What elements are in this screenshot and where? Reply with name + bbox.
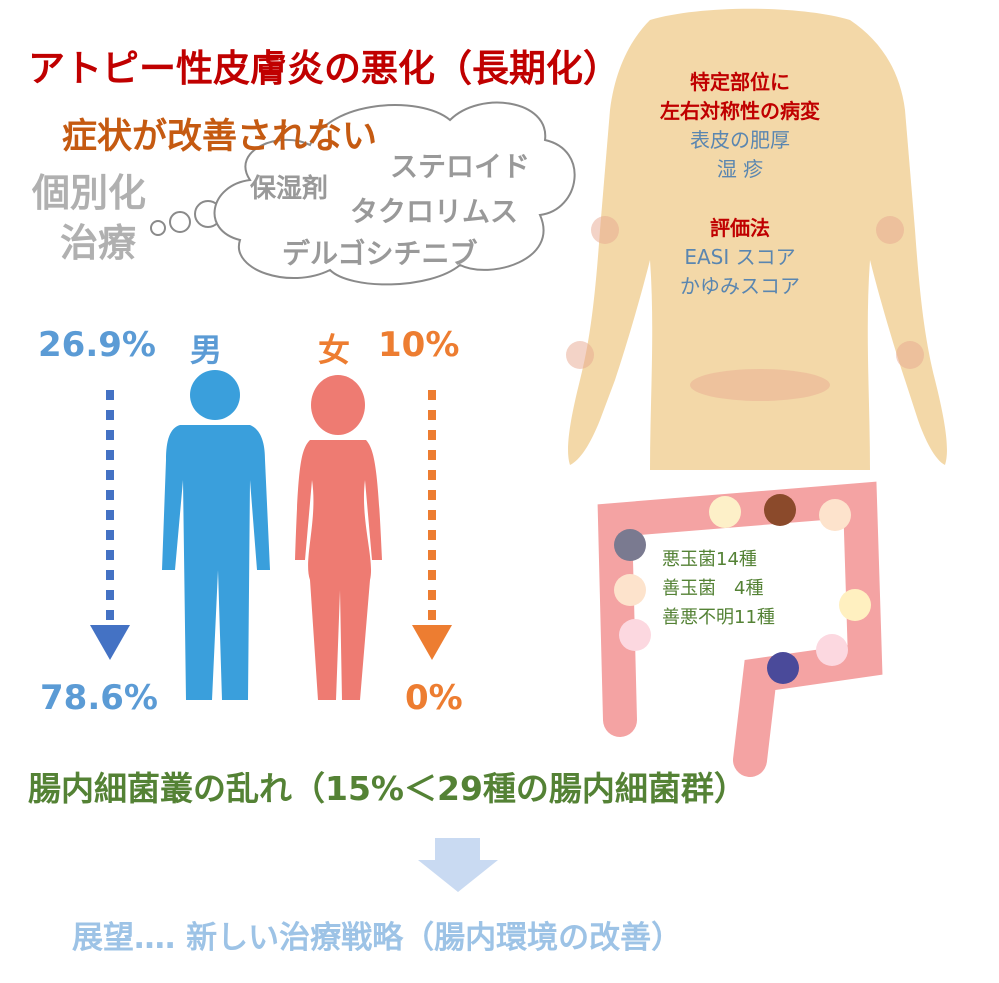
bad-bacteria: 悪玉菌14種: [662, 549, 757, 570]
personalized-treatment: 個別化 治療: [32, 168, 146, 268]
thought-cloud: [150, 101, 576, 286]
female-to: 0%: [405, 678, 463, 718]
gut-text: 悪玉菌14種 善玉菌 4種 善悪不明11種: [662, 545, 775, 632]
subtitle: 症状が改善されない: [62, 117, 378, 157]
female-figure: [295, 375, 382, 700]
symptom-2: 湿 疹: [716, 157, 764, 181]
lesion-heading-1: 特定部位に: [690, 70, 790, 94]
male-label: 男: [190, 331, 223, 369]
cloud-item-tacrolimus: タクロリムス: [350, 195, 519, 228]
page-title: アトピー性皮膚炎の悪化（長期化）: [28, 47, 620, 90]
male-from: 26.9%: [38, 325, 156, 365]
personalized-line2: 治療: [60, 221, 137, 265]
dysbiosis-text: 腸内細菌叢の乱れ（15%＜29種の腸内細菌群）: [28, 769, 747, 808]
intestine-illustration: [597, 481, 883, 777]
symptom-1: 表皮の肥厚: [690, 128, 790, 152]
outlook-text: 展望‥‥ 新しい治療戦略（腸内環境の改善）: [72, 920, 683, 956]
female-from: 10%: [378, 325, 460, 365]
cloud-item-delgocitinib: デルゴシチニブ: [282, 237, 478, 270]
good-bacteria: 善玉菌 4種: [662, 578, 764, 599]
personalized-line1: 個別化: [32, 171, 147, 215]
down-arrow: [418, 838, 498, 892]
cloud-item-moisturizer: 保湿剤: [250, 174, 329, 204]
unknown-bacteria: 善悪不明11種: [662, 607, 775, 628]
cloud-item-steroid: ステロイド: [390, 150, 531, 183]
bacteria-icons: [614, 494, 871, 684]
evaluation-heading: 評価法: [710, 216, 770, 240]
body-panel-text: 特定部位に 左右対称性の病変 表皮の肥厚 湿 疹 評価法 EASI スコア かゆ…: [620, 68, 860, 301]
lesion-heading-2: 左右対称性の病変: [660, 99, 820, 123]
male-to: 78.6%: [40, 678, 158, 718]
gut-center: [670, 540, 830, 640]
method-itch: かゆみスコア: [680, 274, 800, 298]
male-figure: [162, 370, 270, 700]
female-label: 女: [318, 331, 351, 369]
method-easi: EASI スコア: [684, 245, 796, 269]
back-body-illustration: [566, 8, 947, 470]
